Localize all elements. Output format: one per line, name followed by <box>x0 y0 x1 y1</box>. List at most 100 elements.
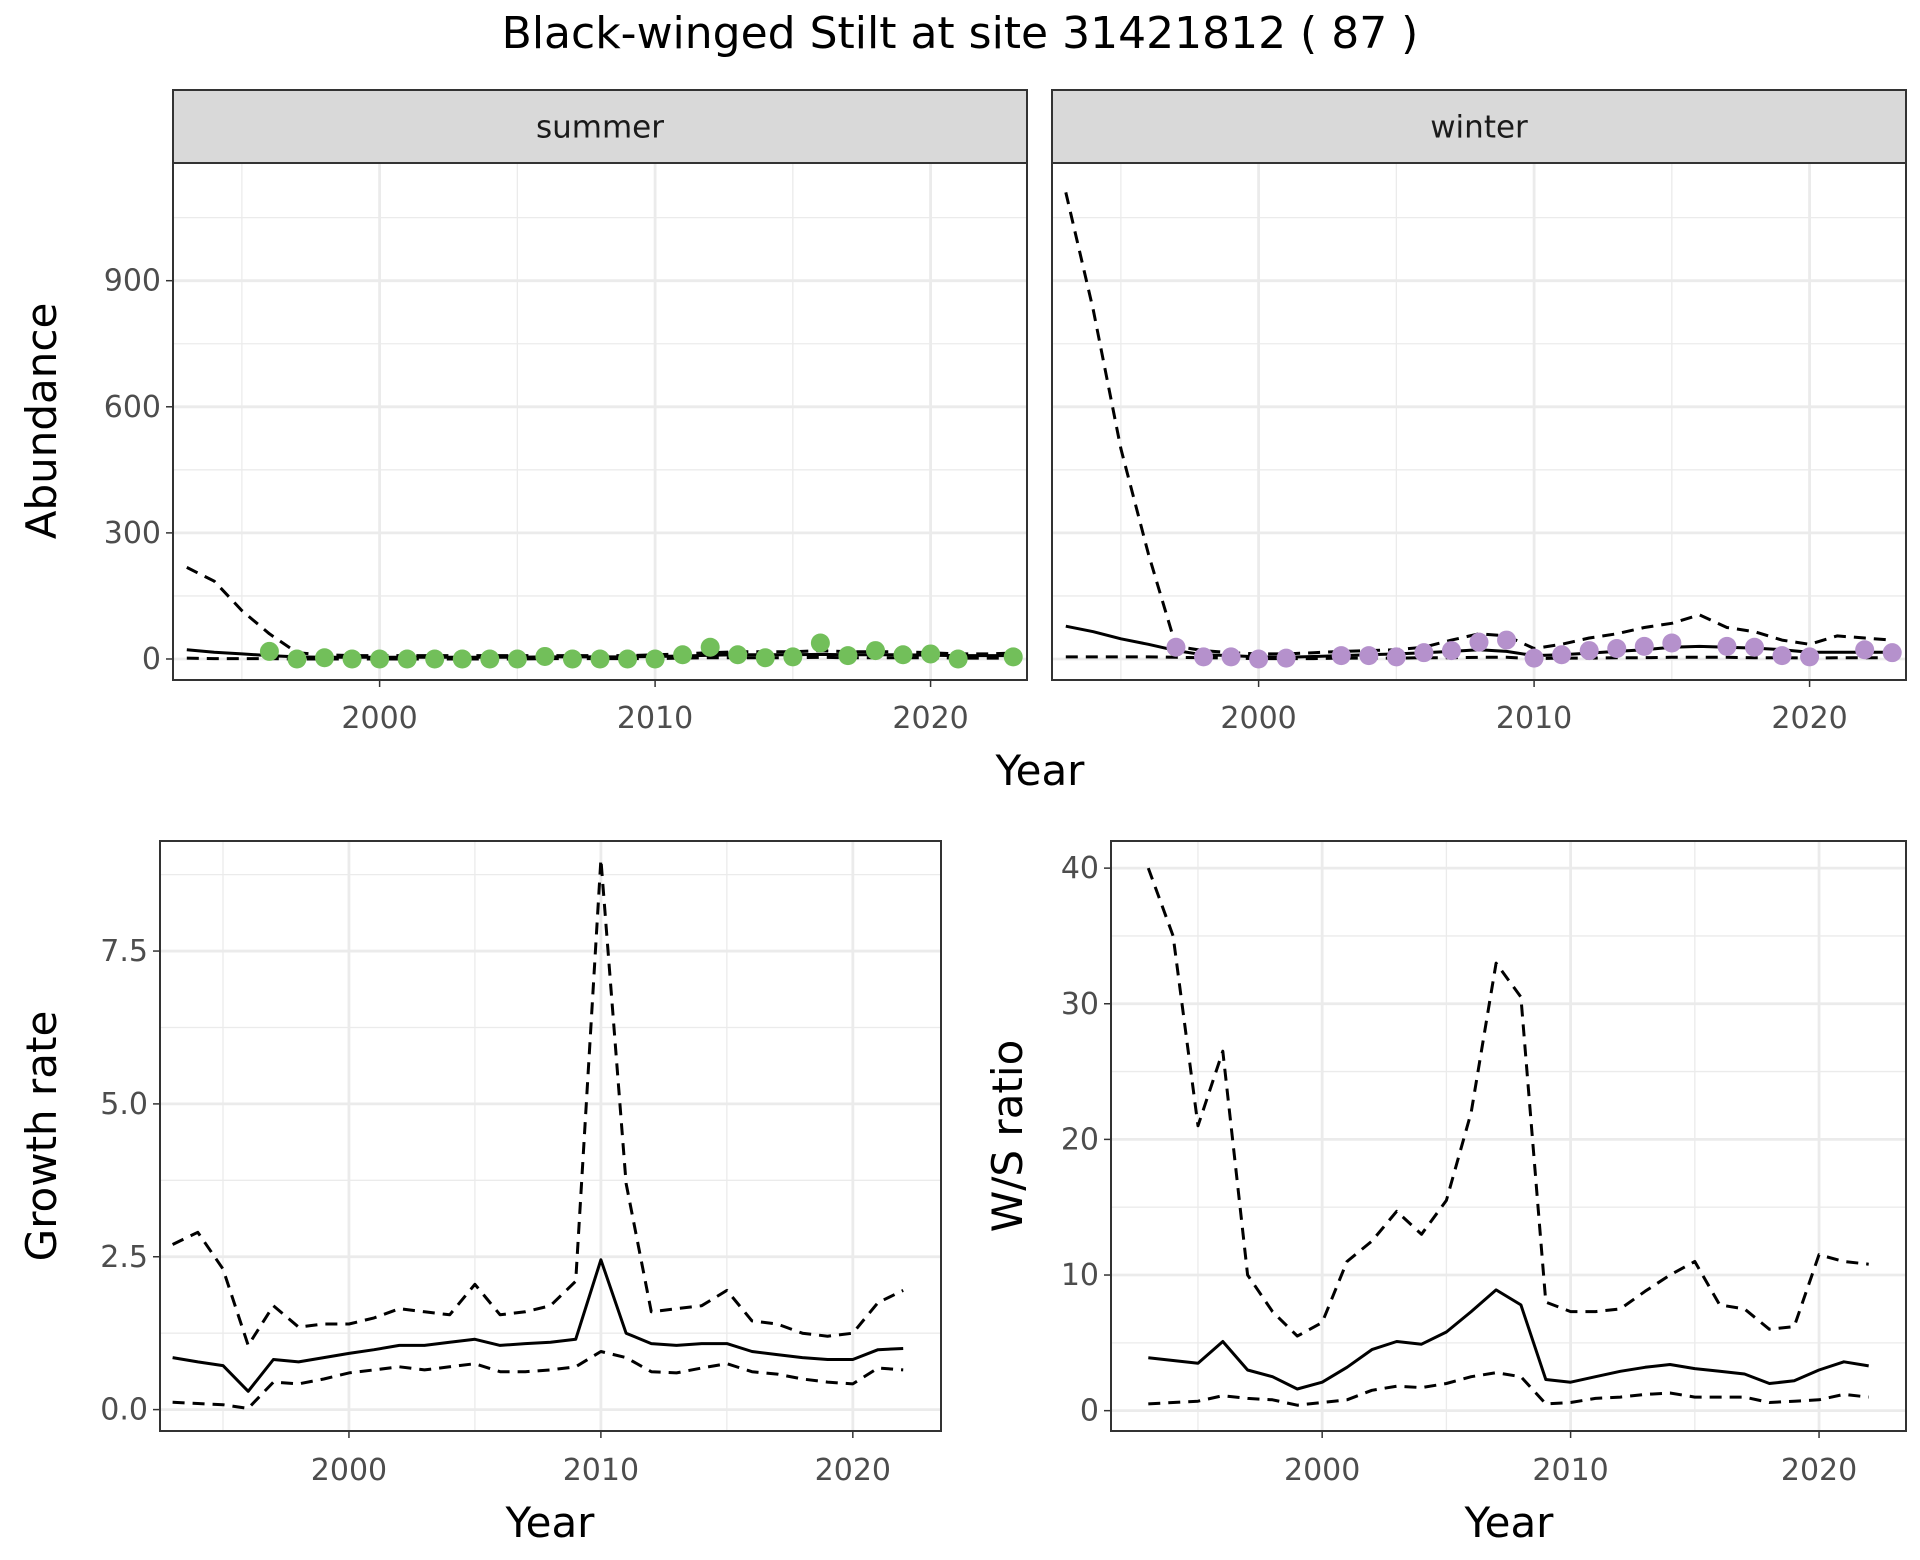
estimate-line-0 <box>172 1258 904 1393</box>
y-axis-title: W/S ratio <box>983 1040 1032 1233</box>
panel-bg <box>173 163 1027 680</box>
data-point <box>1662 633 1682 653</box>
y-tick-label: 7.5 <box>100 934 148 969</box>
data-point <box>810 633 830 653</box>
data-point <box>397 649 417 669</box>
y-tick-label: 0.0 <box>100 1393 148 1428</box>
data-point <box>1386 647 1406 667</box>
data-point <box>728 645 748 665</box>
data-point <box>315 648 335 668</box>
y-tick-label: 0 <box>1080 1394 1099 1429</box>
ci-line-1 <box>171 857 904 1347</box>
data-point <box>1497 630 1517 650</box>
data-point <box>1772 646 1792 666</box>
x-tick-label: 2000 <box>311 1453 387 1488</box>
panel-ws_ratio: 2000 2010 2020 0 10 20 30 40 Year W/S ratio <box>983 840 1907 1547</box>
data-point <box>370 649 390 669</box>
data-point <box>1579 641 1599 661</box>
ci-line-2 <box>1065 655 1893 661</box>
data-point <box>893 645 913 665</box>
data-point <box>618 649 638 669</box>
data-point <box>948 649 968 669</box>
panel-border <box>1051 162 1907 681</box>
y-tick-label: 300 <box>104 516 161 551</box>
data-point <box>1717 636 1737 656</box>
data-point <box>1855 640 1875 660</box>
data-point <box>1414 643 1434 663</box>
estimate-line-0 <box>1148 1288 1869 1391</box>
data-point <box>1003 647 1023 667</box>
data-point <box>1800 647 1820 667</box>
data-point <box>1634 636 1654 656</box>
data-point <box>755 648 775 668</box>
facet-summer: summer 2000 2010 2020 0 300 600 900 <box>104 89 1028 736</box>
chart-title: Black-winged Stilt at site 31421812 ( 87… <box>502 8 1419 59</box>
x-tick-label: 2010 <box>1496 701 1572 736</box>
data-point <box>425 649 445 669</box>
x-axis-title: Year <box>995 746 1086 795</box>
data-point <box>1882 643 1902 663</box>
data-point <box>452 649 472 669</box>
y-tick-label: 0 <box>142 642 161 677</box>
data-point <box>1744 637 1764 657</box>
data-point <box>1331 646 1351 666</box>
data-point <box>1249 649 1269 669</box>
y-tick-label: 10 <box>1061 1258 1099 1293</box>
panel-border <box>172 162 1028 681</box>
y-tick-label: 600 <box>104 390 161 425</box>
panel-growth: 2000 2010 2020 0.0 2.5 5.0 7.5 Year Growth rate <box>17 840 942 1547</box>
y-tick-label: 20 <box>1061 1122 1099 1157</box>
panel-bg <box>1052 163 1906 680</box>
data-point <box>535 646 555 666</box>
data-point <box>342 649 362 669</box>
y-axis-title: Growth rate <box>17 1011 66 1262</box>
panel-border <box>1110 840 1907 1432</box>
y-tick-label: 30 <box>1061 987 1099 1022</box>
ci-line-2 <box>172 1350 904 1410</box>
panel-bg <box>1111 841 1906 1431</box>
facet-strip <box>1051 89 1907 164</box>
data-point <box>1166 637 1186 657</box>
data-point <box>1469 632 1489 652</box>
data-point <box>1194 647 1214 667</box>
data-point <box>480 649 500 669</box>
y-tick-label: 900 <box>104 264 161 299</box>
data-point <box>921 644 941 664</box>
data-point <box>700 637 720 657</box>
data-point <box>838 646 858 666</box>
facet-strip-label: summer <box>536 110 664 146</box>
x-tick-label: 2020 <box>1781 1453 1857 1488</box>
data-point <box>1276 648 1296 668</box>
x-tick-label: 2010 <box>617 701 693 736</box>
data-point <box>1524 648 1544 668</box>
data-point <box>1359 646 1379 666</box>
facet-winter: winter 2000 2010 2020 <box>1051 89 1907 736</box>
x-tick-label: 2000 <box>1220 701 1296 736</box>
x-axis-title: Year <box>1464 1498 1555 1547</box>
x-tick-label: 2020 <box>815 1453 891 1488</box>
ci-line-1 <box>1146 867 1869 1338</box>
x-axis-title: Year <box>505 1498 596 1547</box>
data-point <box>562 649 582 669</box>
x-tick-label: 2010 <box>563 1453 639 1488</box>
data-point <box>645 649 665 669</box>
data-point <box>287 649 307 669</box>
y-tick-label: 5.0 <box>100 1087 148 1122</box>
data-point <box>259 641 279 661</box>
ci-line-2 <box>1148 1371 1869 1407</box>
data-point <box>1221 647 1241 667</box>
data-point <box>1607 638 1627 658</box>
x-tick-label: 2010 <box>1532 1453 1608 1488</box>
data-point <box>507 649 527 669</box>
facet-strip <box>172 89 1028 164</box>
data-point <box>783 647 803 667</box>
data-point <box>1552 645 1572 665</box>
y-tick-label: 40 <box>1061 851 1099 886</box>
data-point <box>1441 641 1461 661</box>
x-tick-label: 2020 <box>892 701 968 736</box>
data-point <box>673 645 693 665</box>
x-tick-label: 2000 <box>1284 1453 1360 1488</box>
y-axis-title: Abundance <box>17 303 66 540</box>
